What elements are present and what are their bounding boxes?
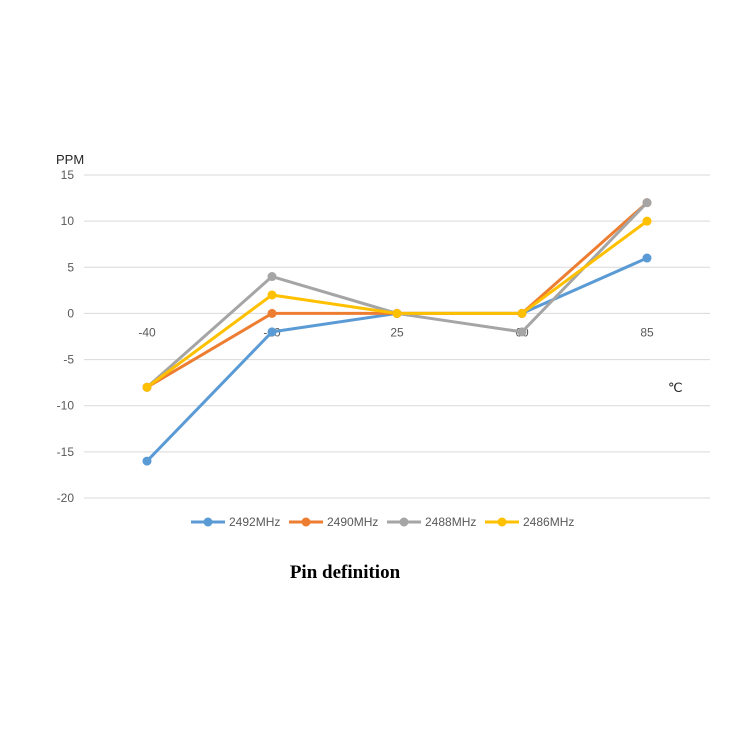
y-tick-label: 10 [61, 214, 75, 228]
x-tick-label: 85 [640, 325, 654, 339]
y-axis-label: PPM [56, 152, 84, 167]
data-point-2488MHz [642, 198, 652, 208]
data-point-2490MHz [267, 308, 277, 318]
data-point-2486MHz [267, 290, 277, 300]
x-axis-unit-label: ℃ [668, 380, 683, 395]
y-tick-label: -20 [57, 491, 75, 505]
legend-label: 2492MHz [229, 515, 280, 529]
legend-swatch-marker [301, 517, 311, 527]
legend-label: 2490MHz [327, 515, 378, 529]
series-points [142, 198, 652, 466]
data-point-2492MHz [642, 253, 652, 263]
data-point-2492MHz [142, 456, 152, 466]
x-tick-label: -40 [138, 325, 156, 339]
data-point-2486MHz [517, 308, 527, 318]
data-point-2488MHz [267, 272, 277, 282]
data-point-2488MHz [517, 327, 527, 337]
legend-swatch-marker [399, 517, 409, 527]
figure-caption: Pin definition [289, 562, 401, 583]
data-point-2486MHz [142, 382, 152, 392]
legend: 2492MHz 2490MHz 2488MHz 2486MHz [191, 515, 574, 529]
y-tick-label: 15 [61, 168, 75, 182]
y-tick-label: -5 [63, 353, 74, 367]
data-point-2486MHz [642, 216, 652, 226]
series-line-2486MHz [146, 219, 648, 389]
y-tick-label: 0 [67, 306, 74, 320]
grid-lines [84, 174, 710, 499]
x-tick-label: 25 [390, 325, 404, 339]
data-point-2486MHz [392, 308, 402, 318]
legend-label: 2486MHz [523, 515, 574, 529]
y-tick-label: 5 [67, 260, 74, 274]
legend-label: 2488MHz [425, 515, 476, 529]
legend-swatch-marker [203, 517, 213, 527]
data-point-2492MHz [267, 327, 277, 337]
y-axis-ticks: 15 10 5 0 -5 -10 -15 -20 [57, 168, 75, 505]
legend-swatch-marker [497, 517, 507, 527]
y-tick-label: -10 [57, 399, 75, 413]
y-tick-label: -15 [57, 445, 75, 459]
